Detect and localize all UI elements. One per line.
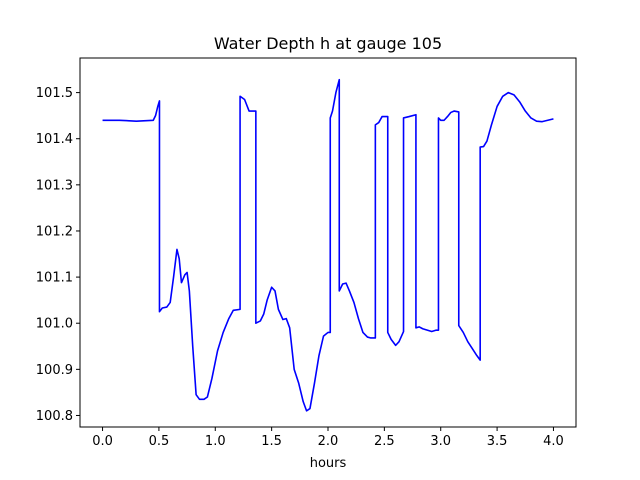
chart-title: Water Depth h at gauge 105 bbox=[214, 34, 442, 53]
x-tick-label: 1.0 bbox=[205, 434, 226, 449]
x-tick-label: 0.0 bbox=[92, 434, 113, 449]
series-line-1 bbox=[102, 78, 554, 412]
y-axis-ticks: 100.8 100.9 101.0 101.1 101.2 101.3 101.4 101.5 bbox=[36, 86, 80, 424]
x-axis-ticks: 0.0 0.5 1.0 1.5 2.0 2.5 3.0 3.5 4.0 bbox=[92, 427, 564, 449]
x-tick-label: 3.5 bbox=[487, 434, 508, 449]
plot-frame bbox=[79, 57, 577, 428]
x-tick-label: 1.5 bbox=[261, 434, 282, 449]
x-tick-label: 4.0 bbox=[543, 434, 564, 449]
x-tick-label: 2.0 bbox=[318, 434, 339, 449]
y-tick-label: 101.3 bbox=[36, 178, 73, 193]
y-tick-label: 101.1 bbox=[36, 271, 73, 286]
x-tick-label: 2.5 bbox=[374, 434, 395, 449]
y-tick-label: 101.0 bbox=[36, 317, 73, 332]
plot-area bbox=[102, 78, 554, 412]
x-axis-label: hours bbox=[310, 456, 347, 471]
y-tick-label: 101.5 bbox=[36, 86, 73, 101]
y-tick-label: 101.2 bbox=[36, 224, 73, 239]
y-tick-label: 100.8 bbox=[36, 409, 73, 424]
x-tick-label: 0.5 bbox=[149, 434, 170, 449]
y-tick-label: 100.9 bbox=[36, 363, 73, 378]
x-tick-label: 3.0 bbox=[430, 434, 451, 449]
y-tick-label: 101.4 bbox=[36, 132, 73, 147]
